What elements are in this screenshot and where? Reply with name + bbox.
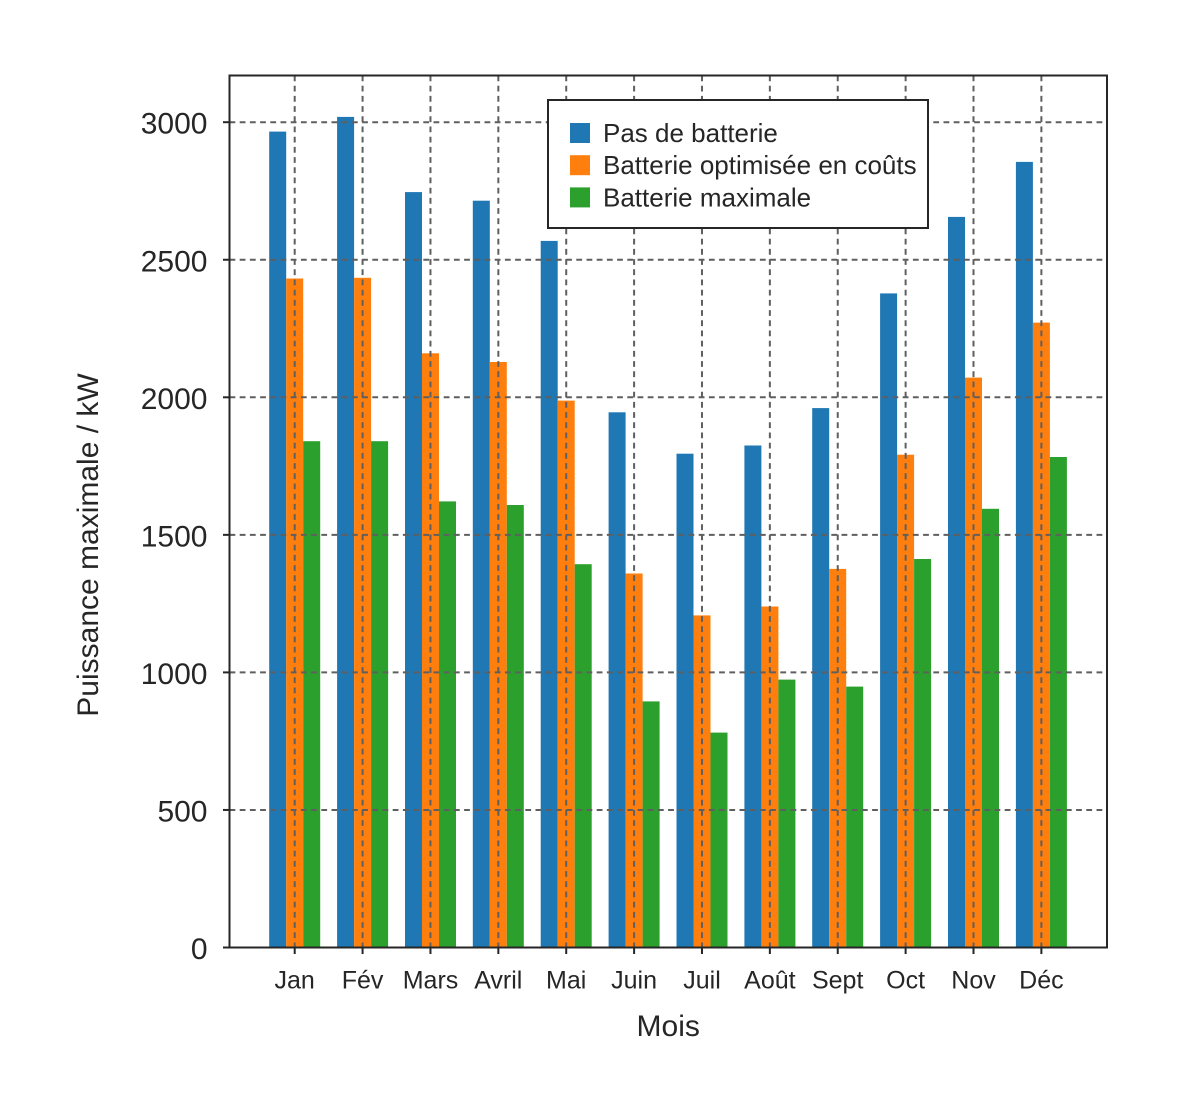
svg-text:Juil: Juil — [683, 967, 721, 995]
svg-text:Fév: Fév — [342, 967, 384, 995]
svg-text:Pas de batterie: Pas de batterie — [603, 118, 778, 148]
svg-text:Juin: Juin — [611, 967, 657, 995]
svg-text:1500: 1500 — [141, 520, 208, 553]
svg-text:Jan: Jan — [275, 967, 315, 995]
svg-text:2500: 2500 — [141, 245, 208, 278]
svg-text:Août: Août — [744, 967, 795, 995]
svg-text:Avril: Avril — [474, 967, 522, 995]
svg-text:0: 0 — [191, 933, 208, 966]
svg-text:Sept: Sept — [812, 967, 863, 995]
svg-text:Batterie optimisée en coûts: Batterie optimisée en coûts — [603, 150, 917, 180]
svg-text:3000: 3000 — [141, 108, 208, 141]
svg-text:Déc: Déc — [1019, 967, 1063, 995]
svg-text:1000: 1000 — [141, 658, 208, 691]
svg-text:2000: 2000 — [141, 383, 208, 416]
svg-text:500: 500 — [157, 796, 207, 829]
svg-text:Mars: Mars — [403, 967, 459, 995]
svg-text:Puissance maximale / kW: Puissance maximale / kW — [72, 373, 105, 717]
svg-text:Nov: Nov — [951, 967, 996, 995]
svg-text:Batterie maximale: Batterie maximale — [603, 182, 811, 212]
svg-text:Oct: Oct — [886, 967, 925, 995]
svg-text:Mai: Mai — [546, 967, 586, 995]
svg-text:Mois: Mois — [637, 1010, 700, 1043]
